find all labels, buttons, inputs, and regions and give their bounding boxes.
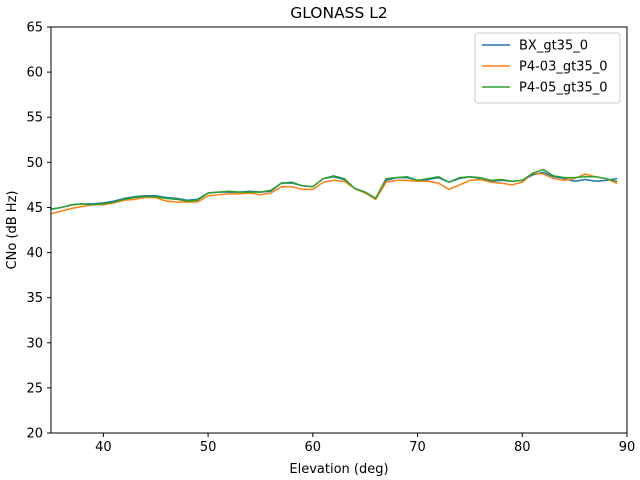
plot-series xyxy=(50,168,618,215)
x-tick-label: 60 xyxy=(305,440,322,455)
axes-frame xyxy=(50,26,628,434)
y-tick-label: 55 xyxy=(26,111,43,126)
y-tick-label: 25 xyxy=(26,381,43,396)
y-tick-label: 65 xyxy=(26,21,43,36)
legend-label: BX_gt35_0 xyxy=(519,39,588,54)
y-tick-label: 20 xyxy=(26,427,43,442)
y-tick-label: 30 xyxy=(26,336,43,351)
legend-label: P4-03_gt35_0 xyxy=(519,60,608,75)
legend-box xyxy=(474,32,621,104)
x-axis-label: Elevation (deg) xyxy=(289,462,388,477)
y-tick-label: 35 xyxy=(26,291,43,306)
series-line-P4-05_gt35_0 xyxy=(50,168,618,211)
y-tick-label: 60 xyxy=(26,66,43,81)
chart-title: GLONASS L2 xyxy=(290,4,388,22)
y-tick-label: 40 xyxy=(26,246,43,261)
axis-ticks: 40 50 60 70 80 90 20 25 30 35 40 45 50 55 60 65 xyxy=(26,21,635,456)
x-tick-label: 40 xyxy=(95,440,112,455)
series-line-P4-03_gt35_0 xyxy=(50,172,618,215)
y-tick-label: 50 xyxy=(26,156,43,171)
legend-label: P4-05_gt35_0 xyxy=(519,81,608,96)
y-axis-label: CNo (dB Hz) xyxy=(5,191,20,270)
legend: BX_gt35_0 P4-03_gt35_0 P4-05_gt35_0 xyxy=(474,32,621,104)
x-tick-label: 70 xyxy=(409,440,426,455)
x-tick-label: 50 xyxy=(200,440,217,455)
x-tick-label: 90 xyxy=(619,440,636,455)
y-tick-label: 45 xyxy=(26,201,43,216)
x-tick-label: 80 xyxy=(514,440,531,455)
